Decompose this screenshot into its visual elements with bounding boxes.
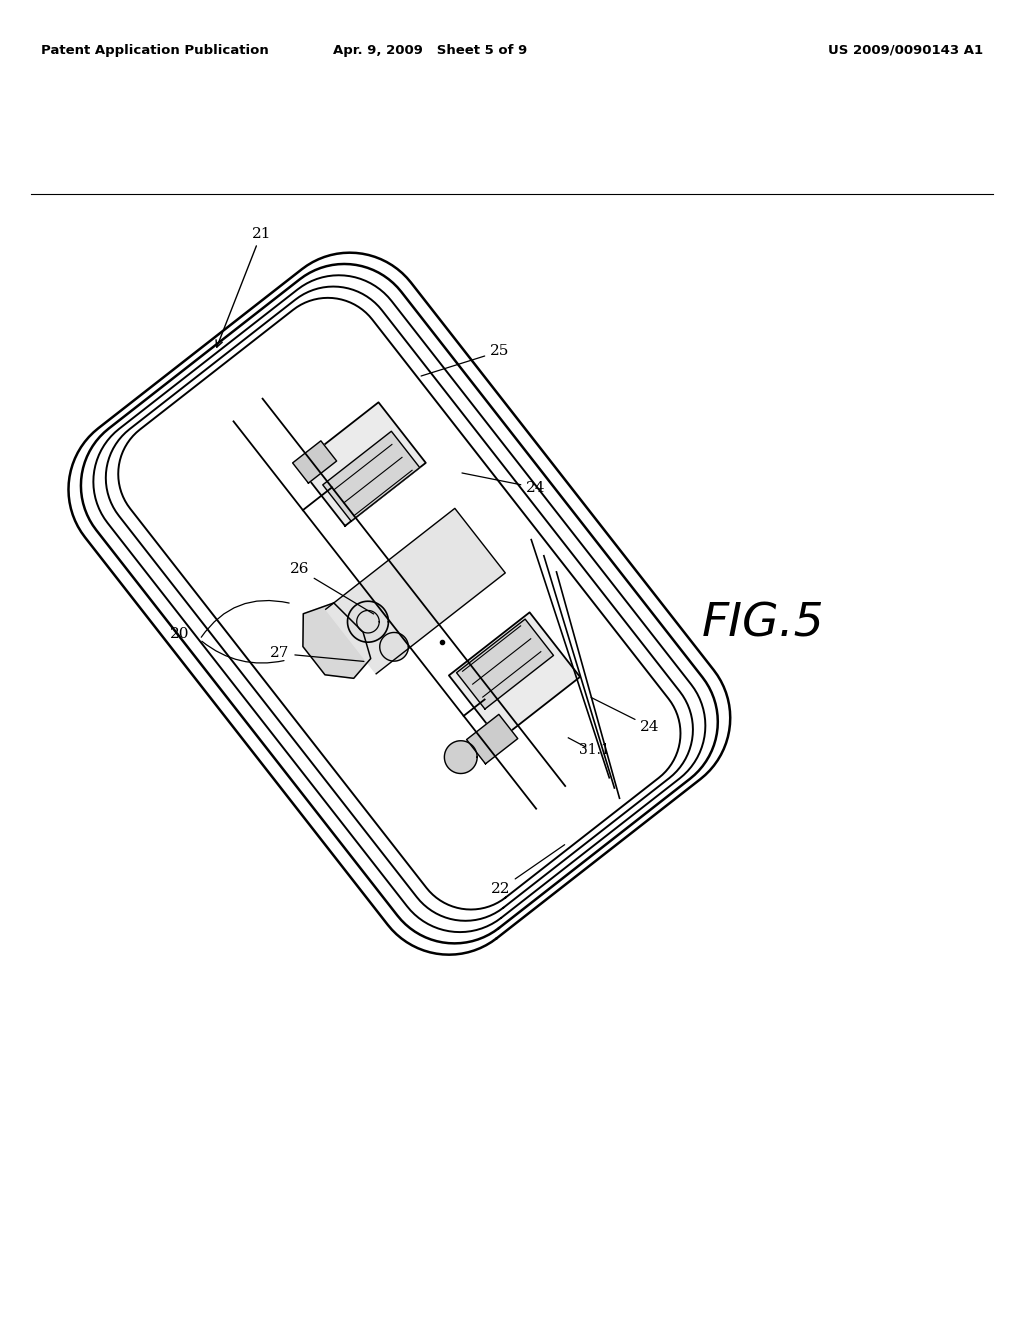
- Polygon shape: [380, 632, 409, 661]
- Text: 20: 20: [169, 627, 189, 642]
- Polygon shape: [444, 741, 477, 774]
- Polygon shape: [467, 714, 518, 764]
- Polygon shape: [298, 403, 426, 525]
- Polygon shape: [457, 619, 554, 709]
- Polygon shape: [293, 441, 337, 483]
- Text: US 2009/0090143 A1: US 2009/0090143 A1: [828, 44, 983, 57]
- Polygon shape: [326, 508, 505, 673]
- Text: 26: 26: [290, 562, 374, 614]
- Text: 22: 22: [490, 845, 564, 896]
- Text: 27: 27: [270, 647, 364, 661]
- Text: Apr. 9, 2009   Sheet 5 of 9: Apr. 9, 2009 Sheet 5 of 9: [333, 44, 527, 57]
- Polygon shape: [323, 432, 420, 521]
- Polygon shape: [347, 601, 388, 643]
- Text: Patent Application Publication: Patent Application Publication: [41, 44, 268, 57]
- Text: 24: 24: [462, 473, 546, 495]
- Text: 21: 21: [216, 227, 271, 347]
- FancyArrowPatch shape: [202, 642, 284, 663]
- Text: 24: 24: [591, 697, 659, 734]
- Polygon shape: [449, 612, 580, 741]
- Text: 31.1: 31.1: [579, 743, 609, 758]
- Text: FIG.5: FIG.5: [701, 602, 824, 647]
- FancyArrowPatch shape: [202, 601, 289, 638]
- Polygon shape: [303, 603, 371, 678]
- Text: 25: 25: [421, 345, 510, 376]
